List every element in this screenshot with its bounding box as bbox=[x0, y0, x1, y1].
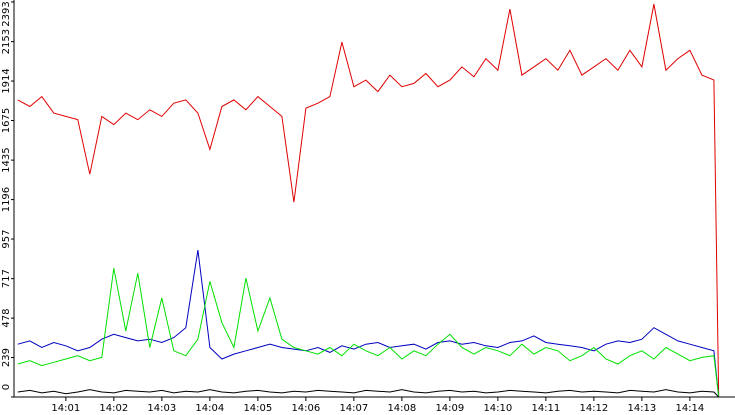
x-tick-label: 14:08 bbox=[387, 403, 416, 414]
series-line bbox=[17, 250, 720, 398]
y-tick-label: 957 bbox=[1, 229, 12, 248]
x-tick-label: 14:01 bbox=[51, 403, 80, 414]
y-tick-label: 1196 bbox=[1, 187, 12, 212]
y-tick-label: 0 bbox=[1, 384, 12, 390]
x-tick-label: 14:14 bbox=[675, 403, 704, 414]
x-tick-label: 14:06 bbox=[291, 403, 320, 414]
x-tick-label: 14:02 bbox=[99, 403, 128, 414]
series-line bbox=[17, 4, 720, 398]
y-tick-label: 239 bbox=[1, 348, 12, 367]
series-line bbox=[17, 268, 720, 398]
series-line bbox=[17, 389, 720, 398]
y-tick-label: 717 bbox=[1, 269, 12, 288]
y-tick-label: 2393 bbox=[1, 1, 12, 26]
x-tick-label: 14:05 bbox=[243, 403, 272, 414]
x-tick-label: 14:11 bbox=[531, 403, 560, 414]
y-tick-label: 478 bbox=[1, 309, 12, 328]
x-tick-label: 14:10 bbox=[483, 403, 512, 414]
x-tick-label: 14:03 bbox=[147, 403, 176, 414]
x-tick-label: 14:12 bbox=[579, 403, 608, 414]
x-tick-label: 14:13 bbox=[627, 403, 656, 414]
x-tick-label: 14:04 bbox=[195, 403, 224, 414]
y-tick-label: 2153 bbox=[1, 29, 12, 54]
y-tick-label: 1914 bbox=[1, 68, 12, 93]
y-tick-label: 1435 bbox=[1, 147, 12, 172]
y-tick-label: 1675 bbox=[1, 108, 12, 133]
x-tick-label: 14:09 bbox=[435, 403, 464, 414]
x-tick-label: 14:07 bbox=[339, 403, 368, 414]
